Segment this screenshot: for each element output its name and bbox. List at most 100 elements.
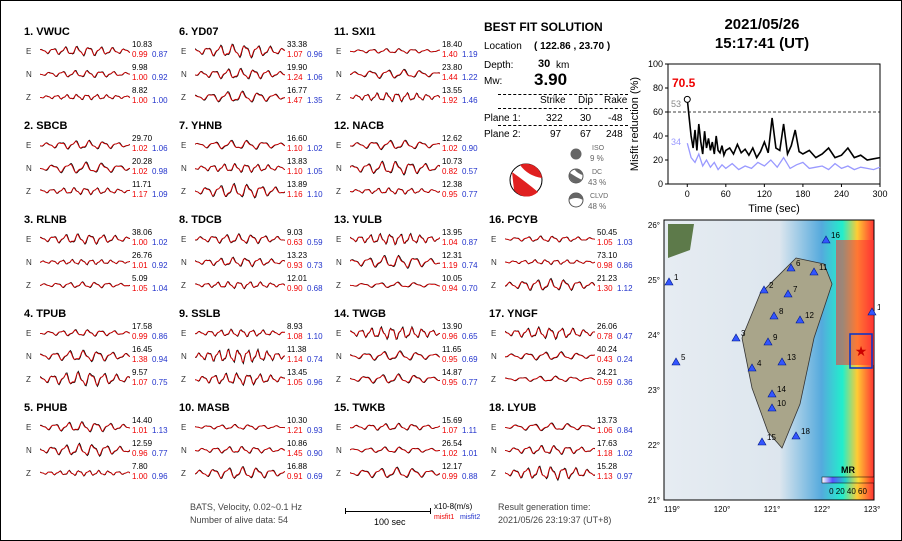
amplitude-value: 10.83 <box>132 40 153 49</box>
component-trace: N 40.24 0.43 0.24 <box>489 345 639 375</box>
units-label: x10-8(m/s) <box>434 502 473 511</box>
epicenter-star-icon: ★ <box>855 343 868 359</box>
synthetic-trace <box>195 163 285 173</box>
component-trace: Z 13.45 1.05 0.96 <box>179 368 329 398</box>
component-label: Z <box>26 187 31 196</box>
synthetic-trace <box>40 350 130 362</box>
synthetic-trace <box>350 69 440 79</box>
component-trace: E 14.40 1.01 1.13 <box>24 416 174 446</box>
synthetic-trace <box>195 140 285 150</box>
best-value-label: 70.5 <box>672 76 696 90</box>
amplitude-value: 73.10 <box>597 251 618 260</box>
mr-high-zone <box>836 240 874 365</box>
synthetic-trace <box>505 445 595 455</box>
misfit1-value: 1.00 <box>132 472 148 481</box>
misfit1-value: 0.99 <box>442 472 458 481</box>
depth-label: Depth: <box>484 60 514 71</box>
misfit2-value: 0.59 <box>307 238 323 247</box>
component-label: E <box>181 329 187 338</box>
mr-colorbar <box>821 476 875 484</box>
misfit1-value: 1.06 <box>597 426 613 435</box>
component-trace: N 11.65 0.95 0.69 <box>334 345 484 375</box>
station-number-label: 12 <box>805 311 814 320</box>
station-title: 16. PCYB <box>489 214 538 226</box>
component-label: Z <box>181 469 186 478</box>
waveform-plot <box>350 446 440 454</box>
station-number-label: 8 <box>779 307 784 316</box>
station-panel: 14. TWGB E 13.90 0.96 0.65 N 11.65 0.95 0.69 Z 14.… <box>334 308 484 403</box>
amplitude-value: 23.80 <box>442 63 463 72</box>
x-tick-label: 240 <box>834 189 849 199</box>
plane1-strike: 322 <box>546 113 563 124</box>
component-trace: E 29.70 1.02 1.06 <box>24 134 174 164</box>
misfit1-value: 0.96 <box>132 449 148 458</box>
latitude-label: 26° <box>648 221 660 230</box>
amplitude-value: 5.09 <box>132 274 148 283</box>
component-trace: Z 10.05 0.94 0.70 <box>334 274 484 304</box>
plane2-dip: 67 <box>580 129 592 140</box>
observed-trace <box>40 186 130 196</box>
component-trace: Z 12.17 0.99 0.88 <box>334 462 484 492</box>
station-panel: 17. YNGF E 26.06 0.78 0.47 N 40.24 0.43 0.24 Z 24.… <box>489 308 639 403</box>
waveform-plot <box>40 161 130 174</box>
synthetic-trace <box>505 351 595 360</box>
component-trace: E 17.58 0.99 0.86 <box>24 322 174 352</box>
component-label: Z <box>336 281 341 290</box>
best-solution-box <box>849 333 873 369</box>
synthetic-trace <box>40 259 130 265</box>
depth-unit: km <box>556 60 570 71</box>
component-label: E <box>26 141 32 150</box>
misfit1-value: 1.45 <box>287 449 303 458</box>
component-trace: E 13.95 1.04 0.87 <box>334 228 484 258</box>
waveform-plot <box>350 373 440 384</box>
mw-label: Mw: <box>484 76 503 87</box>
mainland-coast <box>668 224 694 258</box>
component-label: Z <box>26 93 31 102</box>
synthetic-trace <box>505 235 595 243</box>
amplitude-value: 9.03 <box>287 228 303 237</box>
waveform-plot <box>350 281 440 289</box>
misfit1-value: 0.99 <box>132 50 148 59</box>
station-title: 9. SSLB <box>179 308 221 320</box>
station-marker-icon <box>786 263 796 272</box>
synthetic-trace <box>350 281 440 288</box>
amplitude-value: 20.28 <box>132 157 153 166</box>
station-title: 17. YNGF <box>489 308 538 320</box>
misfit2-value: 1.05 <box>307 167 323 176</box>
waveform-plot <box>505 259 595 266</box>
waveform-plot <box>505 351 595 361</box>
amplitude-value: 13.95 <box>442 228 463 237</box>
component-trace: N 23.80 1.44 1.22 <box>334 63 484 93</box>
amplitude-value: 15.69 <box>442 416 463 425</box>
third-value-label: 34 <box>671 137 681 147</box>
amplitude-value: 12.17 <box>442 462 463 471</box>
misfit2-value: 0.86 <box>152 332 168 341</box>
component-label: N <box>181 446 187 455</box>
beachball-icon <box>509 163 543 197</box>
station-marker-icon <box>664 277 674 286</box>
waveform-plot <box>40 329 130 337</box>
amplitude-value: 10.73 <box>442 157 463 166</box>
component-trace: N 26.54 1.02 1.01 <box>334 439 484 469</box>
component-trace: N 13.23 0.93 0.73 <box>179 251 329 281</box>
component-label: N <box>26 70 32 79</box>
component-trace: E 16.60 1.10 1.02 <box>179 134 329 164</box>
station-marker-icon <box>671 357 681 366</box>
header-rake: Rake <box>604 95 628 106</box>
misfit1-value: 1.14 <box>287 355 303 364</box>
misfit1-value: 1.40 <box>442 50 458 59</box>
station-number-label: 17 <box>877 303 880 312</box>
component-label: N <box>336 70 342 79</box>
misfit1-value: 0.99 <box>132 332 148 341</box>
synthetic-trace <box>195 281 285 289</box>
component-trace: E 15.69 1.07 1.11 <box>334 416 484 446</box>
plane2-label: Plane 2: <box>484 129 521 140</box>
component-label: E <box>181 47 187 56</box>
misfit1-value: 0.90 <box>287 284 303 293</box>
synthetic-trace <box>505 466 595 480</box>
station-number-label: 3 <box>741 329 746 338</box>
component-label: E <box>26 423 32 432</box>
station-number-label: 13 <box>787 353 796 362</box>
misfit1-value: 1.44 <box>442 73 458 82</box>
waveform-plot <box>40 281 130 289</box>
